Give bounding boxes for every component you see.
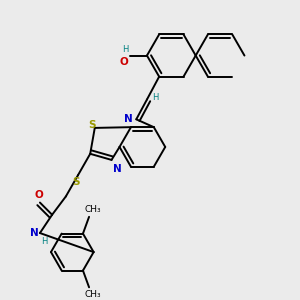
Text: CH₃: CH₃ [85, 290, 101, 299]
Text: N: N [30, 228, 38, 238]
Text: H: H [152, 94, 159, 103]
Text: O: O [120, 57, 129, 67]
Text: S: S [73, 177, 80, 187]
Text: S: S [88, 121, 96, 130]
Text: O: O [34, 190, 43, 200]
Text: N: N [124, 114, 133, 124]
Text: H: H [122, 45, 129, 54]
Text: CH₃: CH₃ [85, 205, 101, 214]
Text: H: H [41, 237, 48, 246]
Text: N: N [113, 164, 122, 174]
